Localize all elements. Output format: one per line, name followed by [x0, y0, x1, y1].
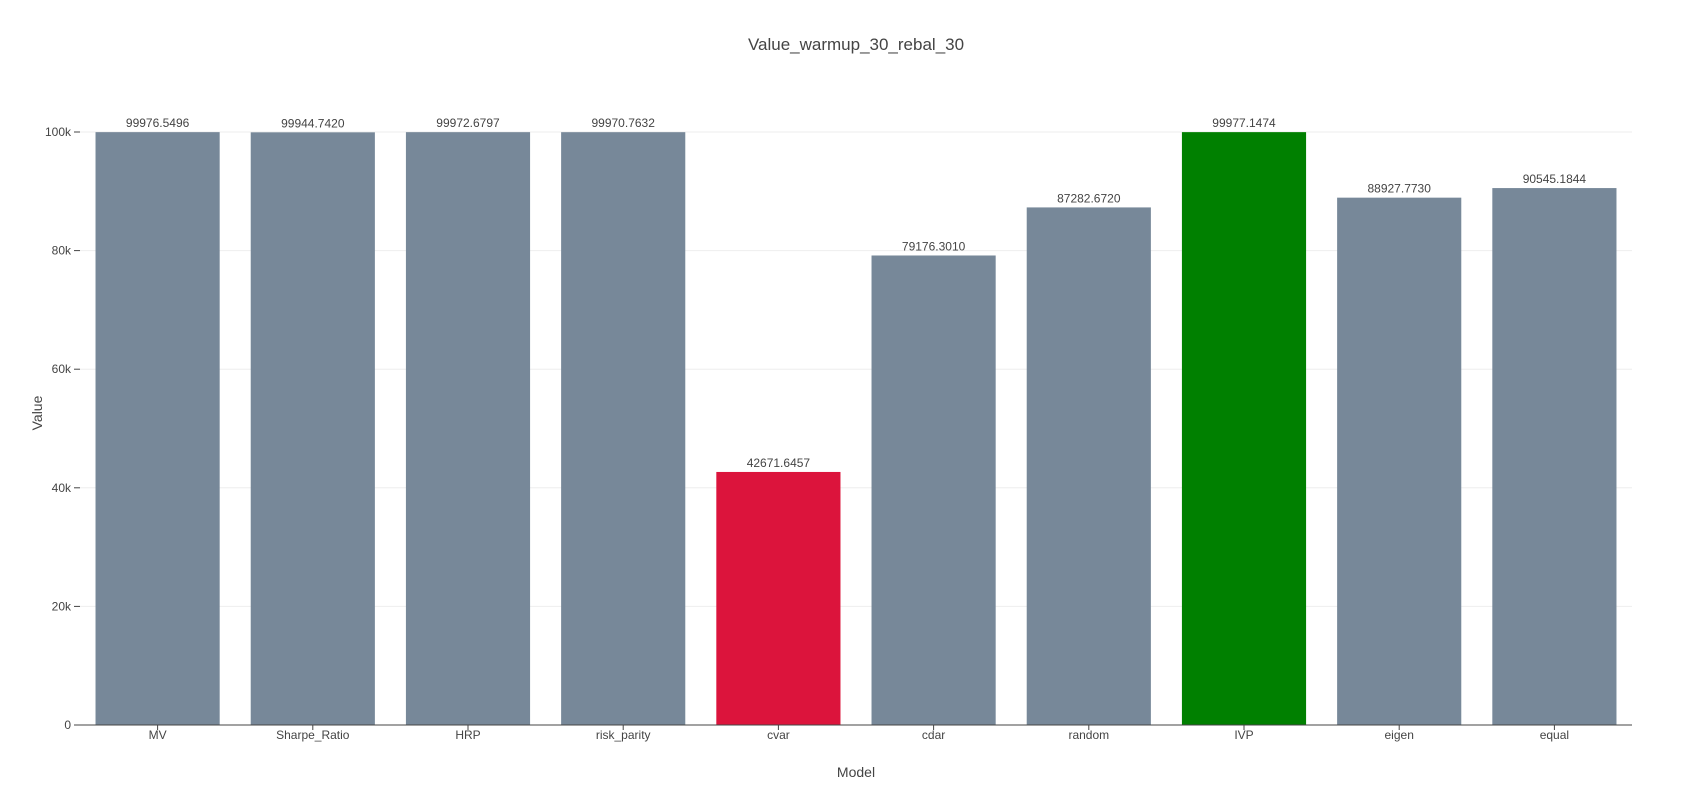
data-label: 87282.6720	[1057, 191, 1121, 205]
y-axis: 0 20k 40k 60k 80k 100k	[45, 125, 80, 732]
chart-title: Value_warmup_30_rebal_30	[748, 35, 964, 54]
x-tick-label: random	[1068, 728, 1109, 742]
x-tick-label: MV	[149, 728, 167, 742]
bar-mv[interactable]	[95, 132, 220, 726]
data-label: 42671.6457	[747, 456, 811, 470]
data-label: 99976.5496	[126, 116, 190, 130]
x-tick-label: eigen	[1385, 728, 1414, 742]
bar-cdar[interactable]	[871, 255, 996, 725]
bar-hrp[interactable]	[405, 132, 531, 726]
bar-risk-parity[interactable]	[561, 132, 686, 726]
x-axis-title: Model	[837, 764, 875, 780]
bars	[95, 132, 1617, 726]
y-tick-label: 40k	[52, 481, 72, 495]
data-label: 99972.6797	[436, 116, 500, 130]
x-tick-label: cdar	[922, 728, 945, 742]
x-tick-label: HRP	[455, 728, 480, 742]
bar-eigen[interactable]	[1337, 197, 1462, 725]
y-tick-label: 0	[64, 718, 71, 732]
bar-random[interactable]	[1026, 207, 1151, 725]
x-tick-label: risk_parity	[596, 728, 651, 742]
y-tick-label: 20k	[52, 599, 72, 613]
data-label: 99944.7420	[281, 116, 345, 130]
data-label: 79176.3010	[902, 239, 966, 253]
bar-equal[interactable]	[1492, 188, 1617, 725]
bar-sharpe-ratio[interactable]	[250, 132, 375, 725]
data-label: 90545.1844	[1523, 172, 1587, 186]
data-label: 88927.7730	[1367, 182, 1431, 196]
x-tick-label: equal	[1540, 728, 1569, 742]
y-axis-title: Value	[29, 395, 45, 430]
x-tick-label: Sharpe_Ratio	[276, 728, 350, 742]
data-label: 99977.1474	[1212, 116, 1276, 130]
data-labels: 99976.5496 99944.7420 99972.6797 99970.7632…	[126, 116, 1587, 470]
y-tick-label: 80k	[52, 244, 72, 258]
bar-cvar[interactable]	[716, 471, 841, 725]
data-label: 99970.7632	[591, 116, 655, 130]
y-tick-label: 60k	[52, 362, 72, 376]
x-tick-label: cvar	[767, 728, 790, 742]
y-tick-label: 100k	[45, 125, 72, 139]
bar-ivp[interactable]	[1181, 132, 1307, 726]
x-axis: MV Sharpe_Ratio HRP risk_parity cvar cdar rand…	[80, 724, 1632, 742]
x-tick-label: IVP	[1234, 728, 1253, 742]
